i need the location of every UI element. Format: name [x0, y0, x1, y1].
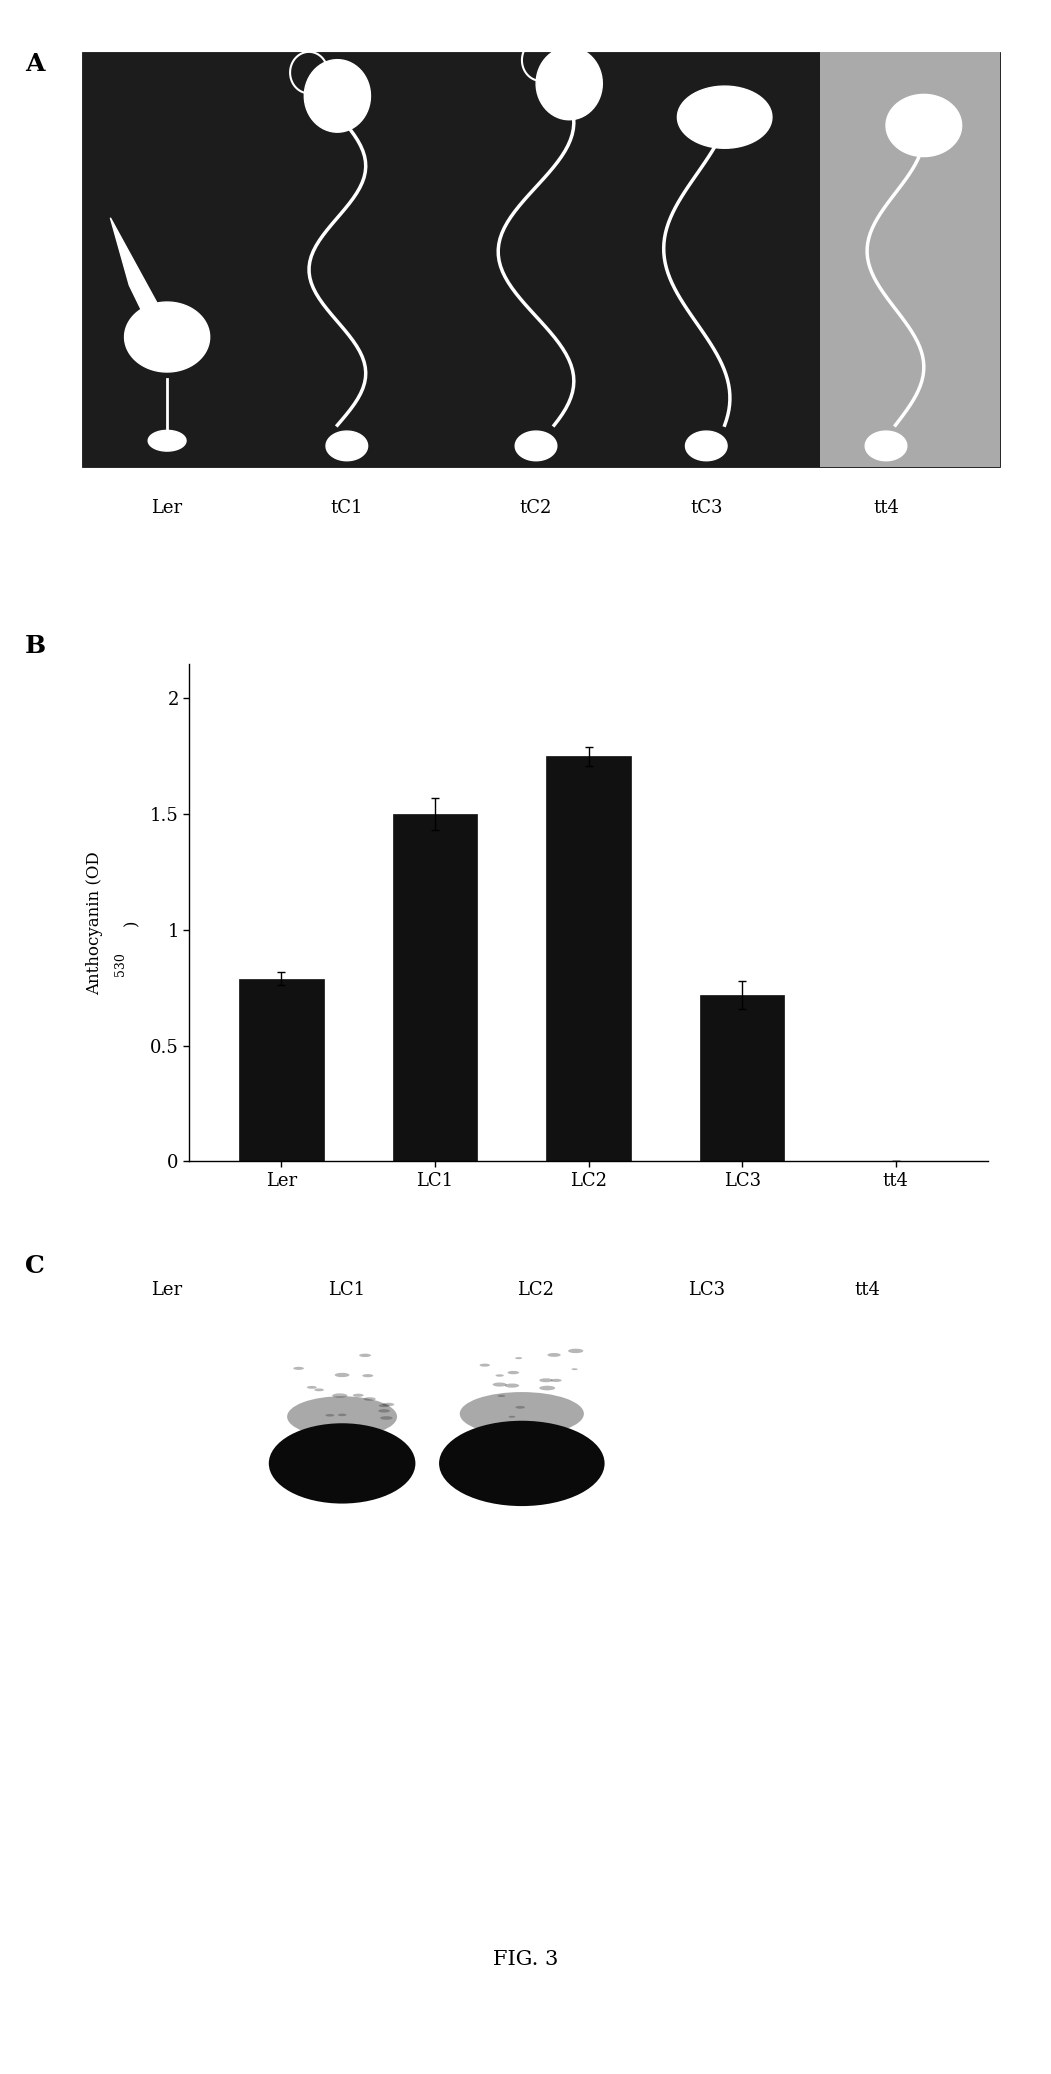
Text: LC1: LC1: [328, 1282, 366, 1298]
Text: C: C: [25, 1253, 45, 1278]
Ellipse shape: [353, 1394, 364, 1398]
Ellipse shape: [378, 1408, 390, 1412]
Ellipse shape: [314, 1388, 324, 1392]
Ellipse shape: [498, 1396, 506, 1398]
Ellipse shape: [380, 1417, 393, 1421]
Polygon shape: [326, 431, 368, 460]
Text: LC2: LC2: [517, 1282, 555, 1298]
Text: 530: 530: [115, 952, 127, 977]
Ellipse shape: [548, 1352, 561, 1356]
Ellipse shape: [515, 1406, 524, 1408]
Polygon shape: [685, 431, 727, 460]
Ellipse shape: [287, 1396, 397, 1437]
Polygon shape: [110, 218, 167, 363]
Bar: [82, 52, 1000, 467]
Ellipse shape: [269, 1423, 415, 1504]
Ellipse shape: [439, 1421, 604, 1506]
Text: tt4: tt4: [873, 500, 899, 516]
Polygon shape: [125, 303, 210, 371]
Text: tC2: tC2: [520, 500, 552, 516]
Ellipse shape: [332, 1394, 348, 1398]
Ellipse shape: [363, 1375, 373, 1377]
Text: FIG. 3: FIG. 3: [493, 1950, 558, 1970]
Ellipse shape: [293, 1367, 304, 1371]
Text: ): ): [123, 919, 140, 927]
Ellipse shape: [383, 1402, 394, 1406]
Ellipse shape: [539, 1385, 555, 1390]
Text: tC1: tC1: [331, 500, 363, 516]
Ellipse shape: [378, 1404, 390, 1406]
Ellipse shape: [568, 1348, 583, 1352]
Text: tt4: tt4: [854, 1282, 880, 1298]
Polygon shape: [886, 95, 962, 156]
Bar: [393, 815, 477, 1161]
Polygon shape: [865, 431, 907, 460]
Bar: [700, 996, 784, 1161]
Text: LC3: LC3: [687, 1282, 725, 1298]
Ellipse shape: [539, 1379, 553, 1381]
Ellipse shape: [459, 1392, 584, 1435]
Ellipse shape: [493, 1383, 507, 1388]
Polygon shape: [678, 87, 772, 147]
Text: Ler: Ler: [151, 500, 183, 516]
Ellipse shape: [479, 1363, 490, 1367]
Polygon shape: [536, 48, 602, 120]
Text: A: A: [25, 52, 45, 77]
Bar: [820, 52, 1000, 467]
Ellipse shape: [359, 1354, 371, 1356]
Bar: [240, 979, 324, 1161]
Ellipse shape: [326, 1414, 334, 1417]
Ellipse shape: [337, 1414, 347, 1417]
Ellipse shape: [364, 1398, 376, 1400]
Polygon shape: [305, 60, 370, 133]
Polygon shape: [148, 431, 186, 450]
Text: Ler: Ler: [151, 1282, 183, 1298]
Ellipse shape: [508, 1371, 519, 1375]
Bar: [547, 757, 631, 1161]
Ellipse shape: [495, 1375, 503, 1377]
Text: Anthocyanin (OD: Anthocyanin (OD: [86, 850, 103, 996]
Ellipse shape: [334, 1373, 350, 1377]
Text: B: B: [25, 635, 46, 657]
Ellipse shape: [551, 1379, 561, 1381]
Polygon shape: [515, 431, 557, 460]
Text: tC3: tC3: [691, 500, 722, 516]
Ellipse shape: [504, 1383, 519, 1388]
Ellipse shape: [307, 1385, 316, 1390]
